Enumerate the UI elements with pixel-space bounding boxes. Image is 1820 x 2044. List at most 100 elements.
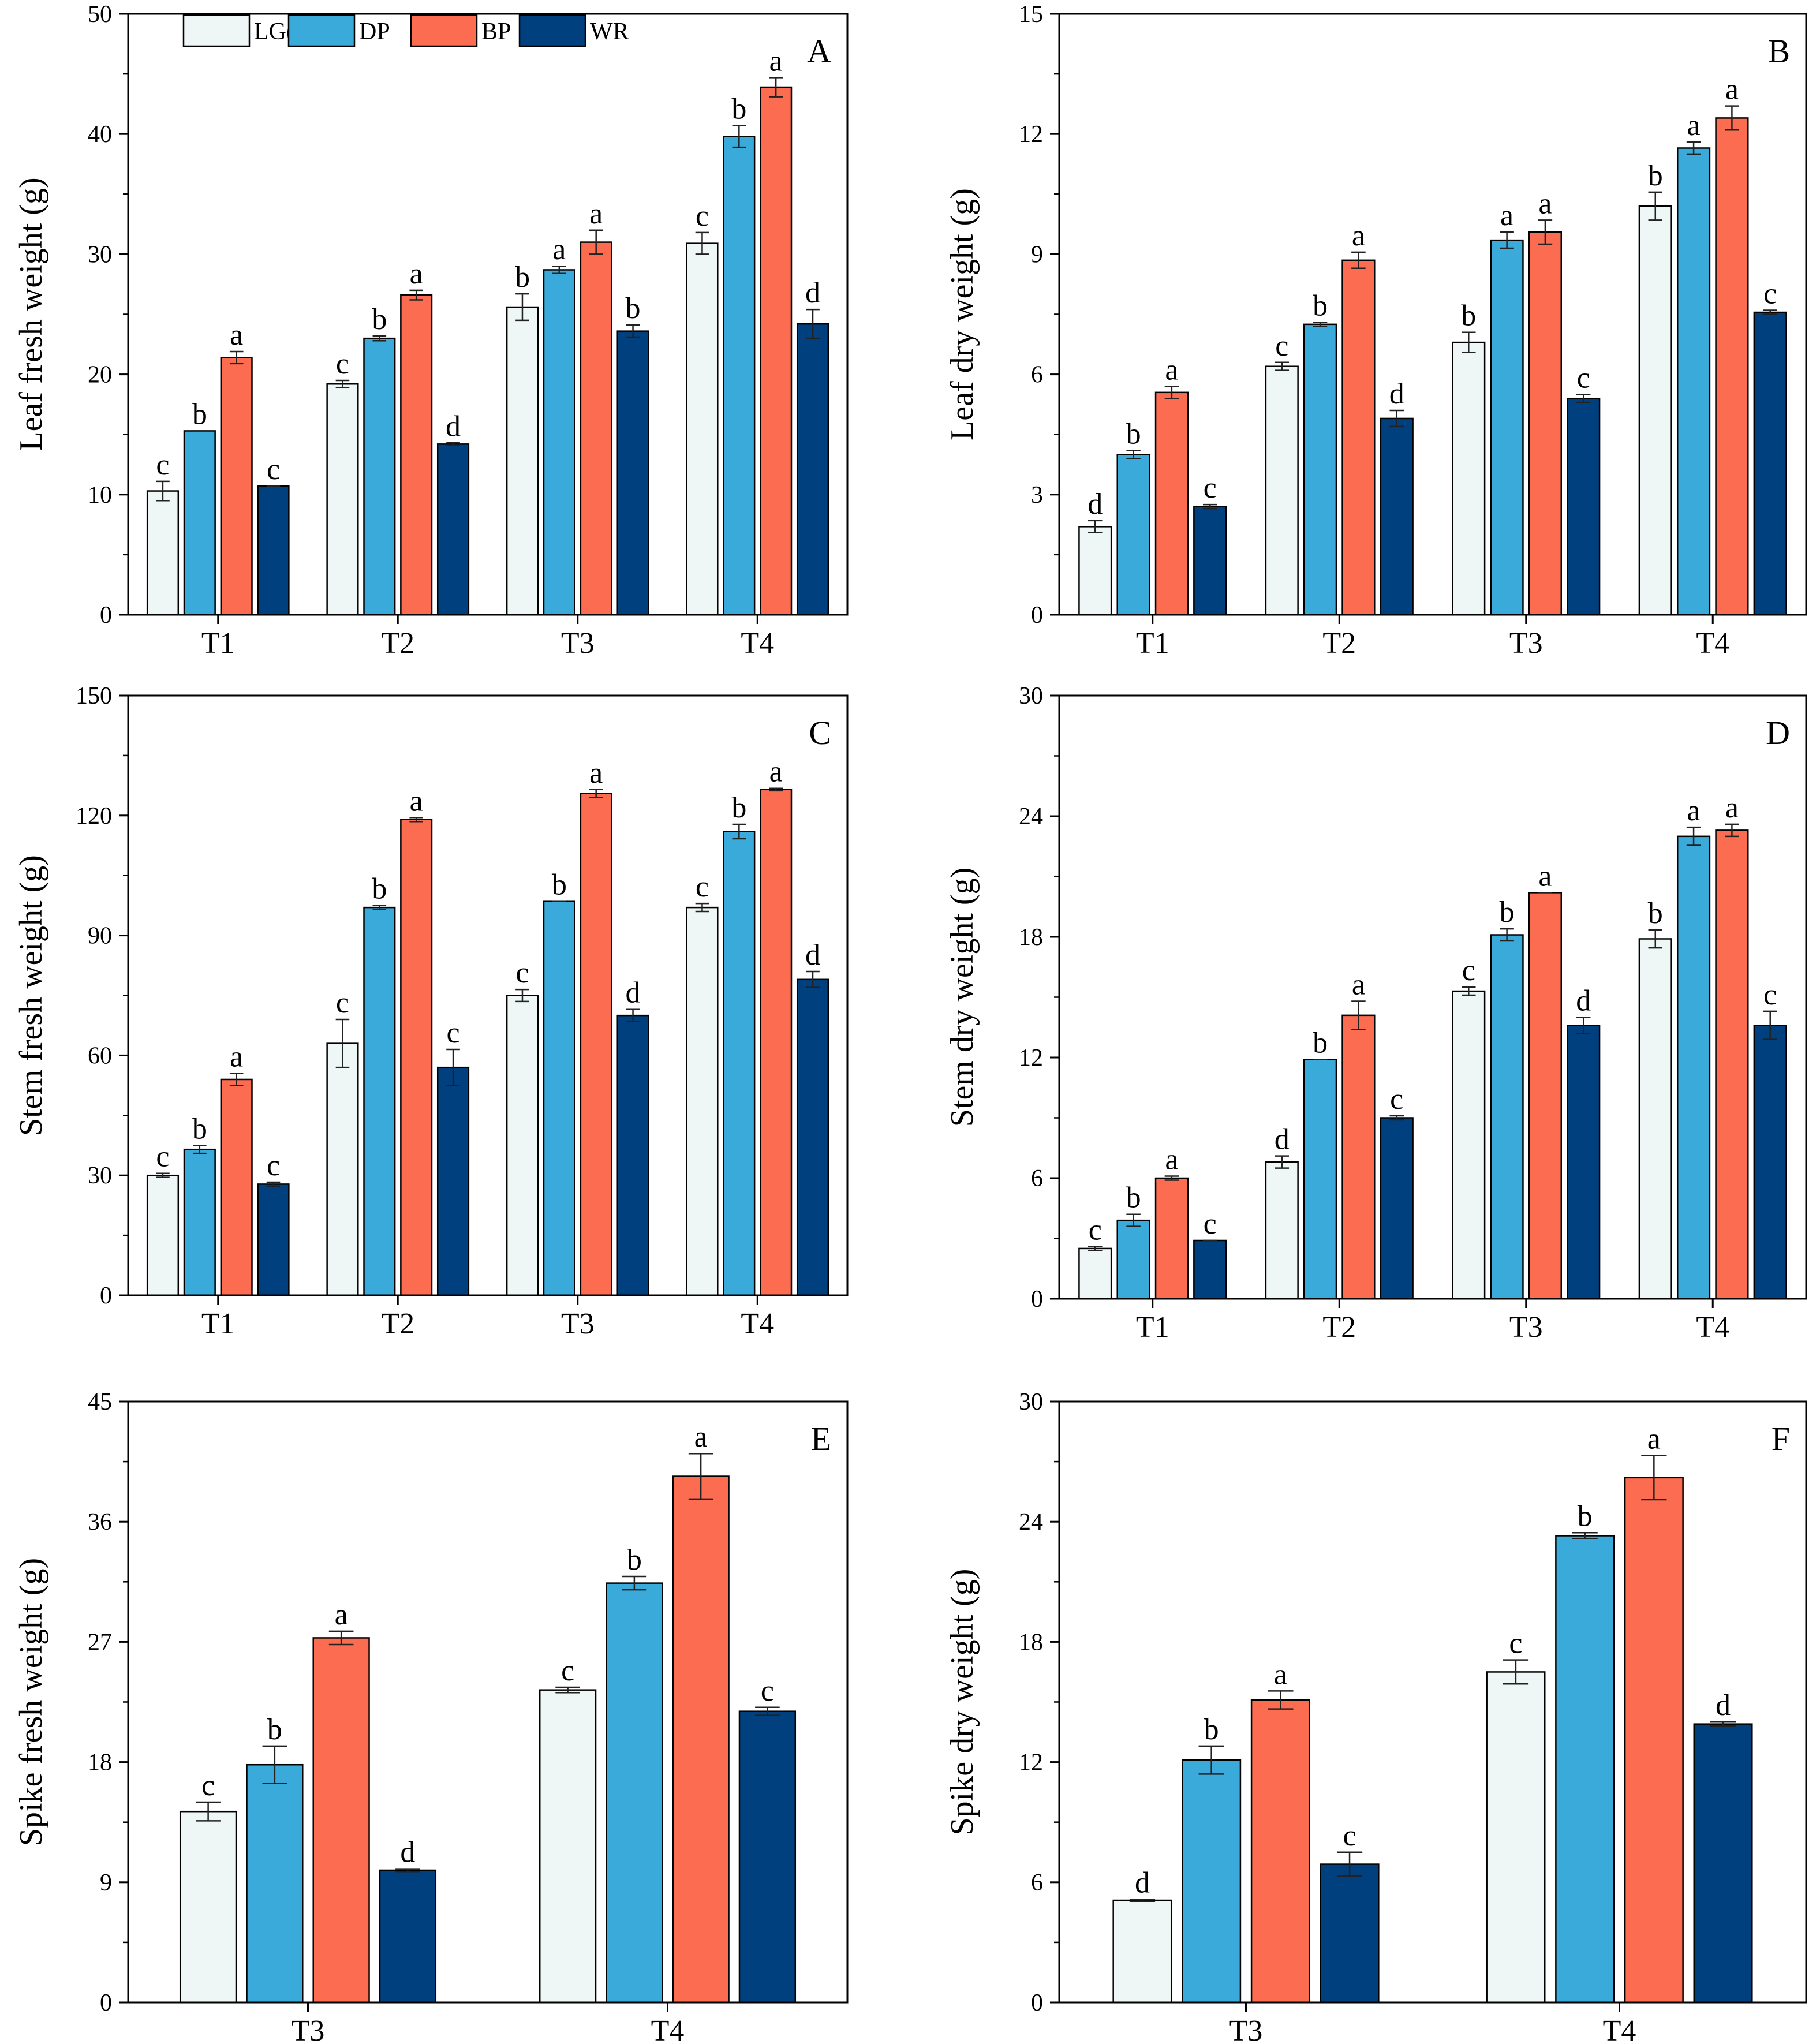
y-axis-label: Stem dry weight (g): [944, 868, 980, 1127]
error-bar-DP-T1: [1126, 1213, 1141, 1227]
bar-WR-T3: [379, 1869, 437, 2004]
x-tick-label-T3: T3: [1509, 627, 1543, 660]
bar-BP-T4: [760, 86, 793, 616]
bar-LG(CK)-T4: [686, 242, 719, 616]
sig-letter-DP-T4: b: [1578, 1500, 1593, 1533]
bar-BP-T2: [1341, 259, 1376, 616]
error-bar-BP-T3: [1538, 219, 1553, 245]
bar-LG(CK)-T2: [326, 1042, 359, 1296]
bar-WR-T1: [257, 1183, 290, 1296]
bar-WR-T2: [436, 443, 470, 616]
error-bar-LG(CK)-T3: [1129, 1899, 1156, 1903]
error-bar-BP-T3: [589, 229, 603, 255]
error-bar-BP-T2: [409, 289, 423, 301]
error-bar-DP-T4: [732, 125, 746, 148]
sig-letter-DP-T4: b: [627, 1544, 642, 1576]
bar-BP-T4: [672, 1475, 730, 2004]
bar-WR-T2: [436, 1066, 470, 1296]
x-tick-label-T1: T1: [1136, 1311, 1169, 1344]
error-bar-WR-T2: [1389, 1115, 1404, 1121]
bar-WR-T4: [796, 323, 829, 616]
x-tick-label-T1: T1: [201, 627, 235, 660]
error-bar-LG(CK)-T3: [515, 293, 529, 322]
sig-letter-DP-T4: a: [1687, 109, 1701, 142]
legend-swatch-BP: [410, 14, 478, 47]
sig-letter-WR-T2: d: [1389, 378, 1404, 410]
y-tick-label: 0: [100, 602, 112, 629]
y-tick-label: 24: [1019, 1509, 1043, 1535]
bar-WR-T2: [1380, 1117, 1414, 1300]
sig-letter-WR-T3: c: [1577, 361, 1590, 394]
sig-letter-LG(CK)-T4: c: [696, 200, 709, 233]
sig-letter-DP-T4: b: [731, 93, 746, 126]
sig-letter-LG(CK)-T2: d: [1275, 1123, 1290, 1156]
sig-letter-BP-T4: a: [769, 756, 783, 789]
bar-WR-T3: [616, 330, 649, 616]
sig-letter-DP-T1: b: [192, 398, 207, 431]
bar-LG(CK)-T3: [506, 306, 539, 616]
bar-DP-T2: [1303, 1059, 1337, 1300]
error-bar-BP-T2: [1351, 251, 1366, 269]
error-bar-DP-T3: [1500, 928, 1514, 942]
sig-letter-LG(CK)-T3: c: [201, 1769, 215, 1802]
sig-letter-WR-T4: c: [1763, 278, 1777, 311]
bar-LG(CK)-T4: [1486, 1671, 1546, 2004]
error-bar-WR-T4: [1710, 1721, 1736, 1727]
y-tick-label: 12: [1019, 1045, 1043, 1071]
error-bar-LG(CK)-T3: [196, 1801, 221, 1822]
y-tick-label: 18: [1019, 924, 1043, 951]
y-tick-label: 24: [1019, 804, 1043, 830]
sig-letter-WR-T1: c: [1204, 472, 1217, 505]
y-tick-label: 45: [88, 1389, 112, 1415]
error-bar-BP-T4: [1725, 105, 1739, 131]
bar-BP-T3: [312, 1637, 370, 2004]
error-bar-DP-T2: [1313, 322, 1328, 327]
bar-WR-T4: [738, 1710, 797, 2004]
sig-letter-LG(CK)-T2: c: [336, 986, 349, 1019]
sig-letter-WR-T2: d: [446, 410, 461, 443]
y-tick-label: 50: [88, 1, 112, 28]
error-bar-WR-T4: [806, 308, 820, 339]
y-tick-label: 18: [88, 1750, 112, 1776]
bar-BP-T4: [1624, 1477, 1684, 2004]
bar-LG(CK)-T3: [1452, 341, 1486, 616]
sig-letter-DP-T2: b: [1313, 289, 1328, 322]
error-bar-WR-T1: [266, 1181, 281, 1187]
bar-BP-T2: [400, 294, 433, 616]
y-tick-label: 20: [88, 362, 112, 388]
error-bar-DP-T4: [1572, 1532, 1598, 1539]
sig-letter-LG(CK)-T4: b: [1648, 897, 1663, 930]
y-axis-label: Spike fresh weight (g): [13, 1558, 49, 1846]
bar-BP-T4: [1715, 117, 1749, 616]
error-bar-DP-T4: [1686, 141, 1701, 155]
sig-letter-BP-T4: a: [769, 44, 783, 77]
x-tick-label-T3: T3: [1229, 2015, 1263, 2044]
sig-letter-BP-T3: a: [335, 1598, 348, 1631]
y-tick-label: 18: [1019, 1629, 1043, 1656]
sig-letter-WR-T2: c: [446, 1017, 459, 1049]
error-bar-DP-T3: [1198, 1745, 1224, 1775]
error-bar-DP-T4: [1686, 826, 1701, 846]
error-bar-WR-T3: [1576, 394, 1591, 403]
panel-F: d b a c T3 c b a d T4 0 6 12 18 24 30 Spike dry weight (…: [944, 1389, 1807, 2044]
sig-letter-DP-T1: b: [1126, 417, 1141, 450]
x-tick-label-T3: T3: [561, 1307, 595, 1340]
bar-LG(CK)-T1: [1078, 526, 1112, 616]
panel-C: cbacT1cbacT2cbadT3cbadT40306090120150Ste…: [13, 683, 849, 1340]
x-tick-label-T3: T3: [292, 2015, 325, 2044]
bar-LG(CK)-T2: [1265, 365, 1299, 616]
x-tick-label-T3: T3: [1509, 1311, 1543, 1344]
legend-label-BP: BP: [481, 18, 511, 45]
bar-DP-T2: [1303, 323, 1337, 616]
bar-DP-T3: [543, 269, 575, 616]
error-bar-LG(CK)-T2: [1275, 1155, 1290, 1169]
y-tick-label: 40: [88, 121, 112, 148]
bar-BP-T1: [1154, 1177, 1189, 1300]
sig-letter-LG(CK)-T4: b: [1648, 159, 1663, 192]
bar-BP-T4: [1715, 829, 1749, 1300]
sig-letter-BP-T2: a: [1352, 968, 1365, 1001]
error-bar-BP-T3: [1268, 1690, 1294, 1710]
error-bar-BP-T4: [1641, 1455, 1667, 1501]
